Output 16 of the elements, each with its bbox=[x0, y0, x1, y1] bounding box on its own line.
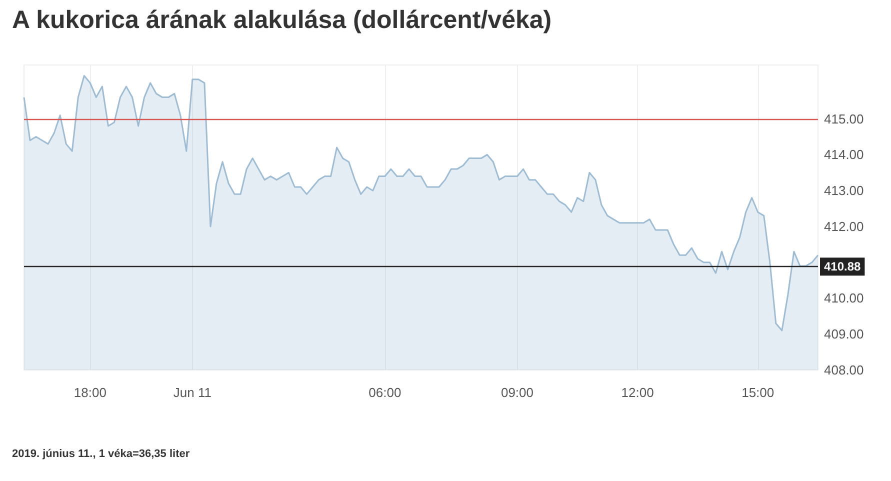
ref-line-label: 410.88 bbox=[824, 260, 862, 274]
x-tick-label: Jun 11 bbox=[173, 385, 212, 400]
x-tick-label: 06:00 bbox=[368, 385, 402, 400]
x-tick-label: 15:00 bbox=[742, 385, 774, 400]
chart-title: A kukorica árának alakulása (dollárcent/véka) bbox=[12, 6, 552, 35]
y-tick-label: 409.00 bbox=[824, 326, 864, 342]
x-tick-label: 18:00 bbox=[74, 385, 106, 400]
y-tick-label: 414.00 bbox=[824, 147, 864, 162]
y-tick-label: 412.00 bbox=[824, 218, 864, 234]
y-tick-label: 408.00 bbox=[824, 362, 864, 378]
x-tick-label: 12:00 bbox=[621, 385, 654, 400]
y-tick-label: 413.00 bbox=[824, 183, 864, 198]
y-tick-label: 415.00 bbox=[824, 111, 864, 126]
x-tick-label: 09:00 bbox=[500, 385, 534, 400]
text: 2019. június 11., 1 véka=36,35 liter bbox=[12, 448, 190, 460]
y-tick-label: 410.00 bbox=[824, 290, 864, 306]
